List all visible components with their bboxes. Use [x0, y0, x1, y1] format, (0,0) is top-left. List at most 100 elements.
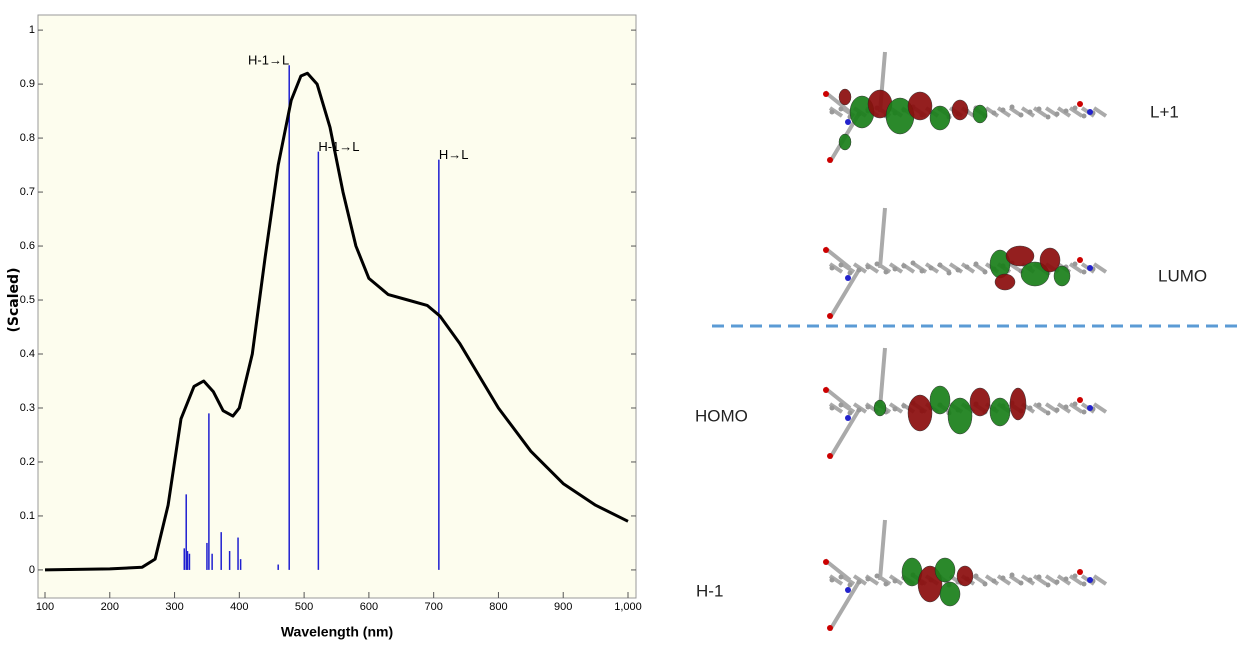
atom	[1073, 262, 1078, 267]
atom	[1077, 257, 1083, 263]
x-tick-label: 300	[165, 601, 183, 613]
atom	[1046, 583, 1051, 588]
atom	[830, 110, 835, 115]
atom	[893, 579, 898, 584]
y-tick-label: 1	[29, 24, 35, 36]
atom	[1082, 270, 1087, 275]
atom	[974, 574, 979, 579]
atom	[965, 265, 970, 270]
atom	[866, 265, 871, 270]
orbital-lobe	[973, 105, 987, 123]
atom	[1064, 109, 1069, 114]
atom	[983, 582, 988, 587]
atom	[1064, 577, 1069, 582]
y-tick-label: 0.9	[20, 78, 35, 90]
atom	[830, 406, 835, 411]
atom	[830, 266, 835, 271]
orbital-lobe	[957, 566, 973, 586]
y-tick-label: 0.2	[20, 456, 35, 468]
atom	[1010, 105, 1015, 110]
atom	[823, 247, 829, 253]
atom	[956, 268, 961, 273]
orbital-lobe	[970, 388, 990, 416]
y-tick-label: 0	[29, 564, 35, 576]
x-tick-label: 500	[295, 601, 313, 613]
x-tick-label: 600	[360, 601, 378, 613]
orbital-lobe	[839, 134, 851, 150]
atom	[992, 579, 997, 584]
atom	[866, 577, 871, 582]
atom	[845, 587, 851, 593]
atom	[884, 582, 889, 587]
atom	[920, 269, 925, 274]
atom	[1077, 397, 1083, 403]
orbital-lobe	[995, 274, 1015, 290]
orbital-lobe	[948, 398, 972, 434]
atom	[1001, 108, 1006, 113]
atom	[1055, 408, 1060, 413]
orbital-lobe	[935, 558, 955, 582]
atom	[823, 559, 829, 565]
x-tick-label: 100	[36, 601, 54, 613]
atom	[1028, 578, 1033, 583]
atom	[848, 271, 853, 276]
atom	[938, 263, 943, 268]
atom	[1055, 580, 1060, 585]
orbital-lobe	[930, 386, 950, 414]
atom	[857, 580, 862, 585]
atom	[1028, 406, 1033, 411]
atom	[845, 415, 851, 421]
atom	[857, 268, 862, 273]
atom	[875, 262, 880, 267]
atom	[1087, 405, 1093, 411]
atom	[827, 157, 833, 163]
atom	[823, 91, 829, 97]
atom	[1073, 106, 1078, 111]
orbital-lobe	[1010, 388, 1026, 420]
molecule-skeleton	[825, 208, 1106, 318]
transition-label: H→L	[439, 147, 469, 162]
transition-label: H-1→L	[248, 53, 289, 68]
atom	[866, 405, 871, 410]
orbital-lobe	[908, 395, 932, 431]
orbital-lobe	[940, 582, 960, 606]
atom	[911, 261, 916, 266]
atom	[929, 266, 934, 271]
atom	[947, 271, 952, 276]
orbital-label: L+1	[1150, 102, 1179, 121]
atom	[1037, 107, 1042, 112]
atom	[848, 583, 853, 588]
orbital-label: H-1	[696, 581, 723, 600]
y-tick-label: 0.4	[20, 348, 35, 360]
atom	[1082, 582, 1087, 587]
y-tick-label: 0.3	[20, 402, 35, 414]
orbital-label: HOMO	[695, 406, 748, 425]
atom	[875, 574, 880, 579]
atom	[1077, 101, 1083, 107]
atom	[1028, 110, 1033, 115]
orbital-lobe	[990, 398, 1010, 426]
atom	[845, 119, 851, 125]
atom	[1010, 573, 1015, 578]
x-tick-label: 700	[424, 601, 442, 613]
atom	[1087, 265, 1093, 271]
orbital-images	[823, 52, 1106, 631]
atom	[1046, 411, 1051, 416]
atom	[974, 262, 979, 267]
x-tick-label: 400	[230, 601, 248, 613]
x-axis-label: Wavelength (nm)	[281, 624, 393, 640]
atom	[1037, 403, 1042, 408]
atom	[827, 625, 833, 631]
orbital-lobe	[952, 100, 968, 120]
y-tick-label: 0.7	[20, 186, 35, 198]
atom	[839, 263, 844, 268]
atom	[830, 578, 835, 583]
x-tick-label: 900	[554, 601, 572, 613]
y-tick-label: 0.5	[20, 294, 35, 306]
orbital-lobe	[874, 400, 886, 416]
atom	[848, 411, 853, 416]
atom	[1087, 109, 1093, 115]
atom	[992, 111, 997, 116]
plot-area	[38, 15, 636, 598]
atom	[893, 267, 898, 272]
